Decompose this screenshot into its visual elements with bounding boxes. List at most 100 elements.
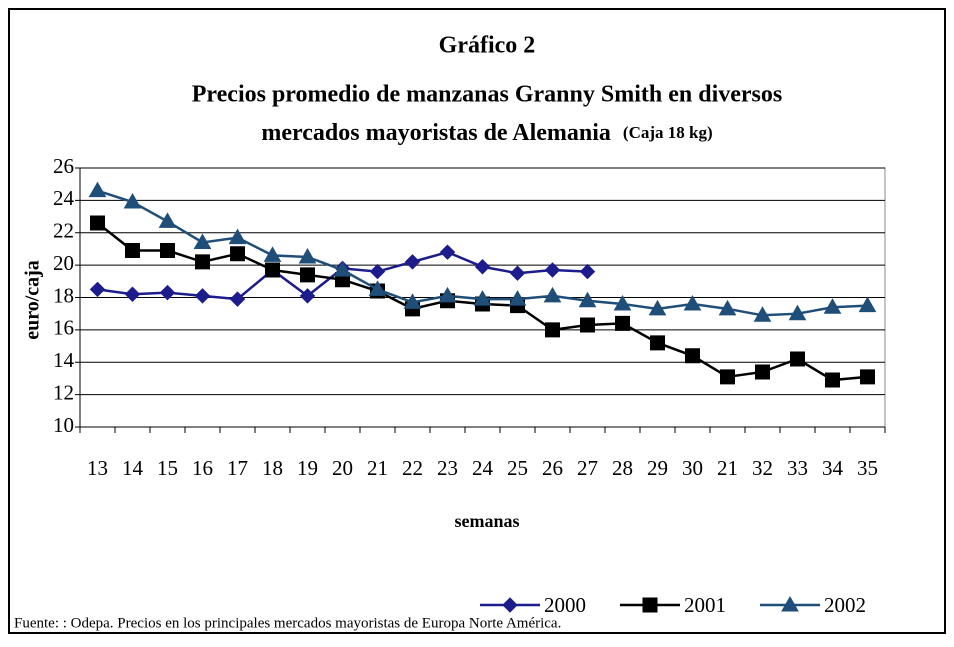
x-tick-label: 24 [472, 456, 494, 480]
data-point [650, 335, 665, 351]
data-point [88, 181, 107, 198]
data-point [368, 280, 387, 296]
legend-label: 2001 [684, 593, 726, 617]
x-tick-label: 33 [787, 456, 808, 480]
data-point [124, 286, 141, 302]
y-axis-label: euro/caja [22, 260, 44, 340]
chart-title: Gráfico 2 [439, 33, 536, 59]
data-point [648, 299, 667, 316]
data-point [89, 281, 106, 298]
legend-label: 2000 [544, 593, 586, 617]
x-tick-label: 26 [542, 456, 563, 480]
data-point [823, 298, 842, 314]
x-tick-label: 27 [577, 456, 598, 480]
data-point [125, 243, 140, 259]
legend-marker [781, 595, 799, 612]
x-tick-label: 21 [717, 456, 738, 480]
data-point [683, 294, 702, 311]
data-point [543, 286, 562, 303]
data-point [158, 212, 177, 228]
data-point [193, 233, 212, 249]
data-point [545, 322, 560, 338]
data-point [825, 372, 840, 388]
y-tick-label: 22 [53, 219, 74, 243]
data-point [123, 192, 142, 209]
x-tick-label: 19 [297, 456, 318, 480]
data-point [194, 288, 211, 304]
x-tick-label: 30 [682, 456, 703, 480]
y-tick-label: 24 [53, 186, 75, 210]
data-point [753, 306, 772, 322]
data-point [860, 369, 875, 385]
y-tick-label: 26 [53, 154, 74, 178]
data-point [263, 246, 282, 262]
data-point [858, 296, 877, 313]
data-point [404, 254, 421, 270]
y-tick-label: 10 [53, 413, 74, 437]
data-point [403, 293, 422, 309]
data-point [438, 286, 457, 303]
data-point [579, 263, 596, 280]
data-point [508, 290, 527, 306]
y-tick-label: 12 [53, 380, 74, 404]
legend-marker [502, 597, 518, 613]
chart-subtitle: Precios promedio de manzanas Granny Smit… [192, 82, 782, 108]
x-tick-label: 23 [437, 456, 458, 480]
y-tick-label: 16 [53, 316, 74, 340]
data-point [265, 262, 280, 278]
data-point [509, 265, 526, 281]
chart-subtitle: mercados mayoristas de Alemania (Caja 18 … [261, 120, 712, 146]
frame [8, 8, 946, 634]
data-point [474, 259, 491, 275]
data-point [228, 228, 247, 245]
data-point [298, 248, 317, 264]
data-point [580, 317, 595, 333]
subtitle-line: mercados mayoristas de Alemania [261, 120, 611, 146]
y-tick-label: 18 [53, 283, 74, 307]
data-point [333, 260, 352, 277]
data-point [720, 369, 735, 385]
data-point [613, 294, 632, 311]
x-tick-label: 28 [612, 456, 633, 480]
data-point [544, 262, 561, 278]
data-point [685, 348, 700, 364]
x-tick-label: 32 [752, 456, 773, 480]
x-tick-label: 35 [857, 456, 878, 480]
x-axis-label: semanas [454, 511, 519, 531]
x-tick-label: 18 [262, 456, 283, 480]
x-tick-label: 13 [87, 456, 108, 480]
data-point [299, 288, 316, 304]
x-tick-label: 17 [227, 456, 248, 480]
source-note: Fuente: : Odepa. Precios en los principa… [14, 615, 561, 631]
data-point [369, 263, 386, 280]
data-point [229, 291, 246, 307]
data-point [790, 351, 805, 367]
data-point [160, 243, 175, 259]
data-point [718, 299, 737, 316]
x-tick-label: 34 [822, 456, 844, 480]
x-tick-label: 16 [192, 456, 213, 480]
x-tick-label: 29 [647, 456, 668, 480]
x-tick-label: 21 [367, 456, 388, 480]
data-point [473, 290, 492, 306]
legend-label: 2002 [824, 593, 866, 617]
x-tick-label: 15 [157, 456, 178, 480]
y-tick-label: 14 [53, 348, 75, 372]
data-point [788, 304, 807, 321]
x-tick-label: 14 [122, 456, 144, 480]
data-point [615, 315, 630, 331]
subtitle-note: (Caja 18 kg) [623, 123, 713, 142]
data-point [90, 215, 105, 231]
data-point [159, 284, 176, 301]
legend-marker [642, 597, 658, 613]
y-tick-label: 20 [53, 251, 74, 275]
data-point [755, 364, 770, 380]
data-point [578, 291, 597, 308]
data-point [439, 244, 456, 260]
data-point [300, 267, 315, 283]
data-point [230, 246, 245, 262]
x-tick-label: 20 [332, 456, 353, 480]
x-tick-label: 22 [402, 456, 423, 480]
x-tick-label: 25 [507, 456, 528, 480]
